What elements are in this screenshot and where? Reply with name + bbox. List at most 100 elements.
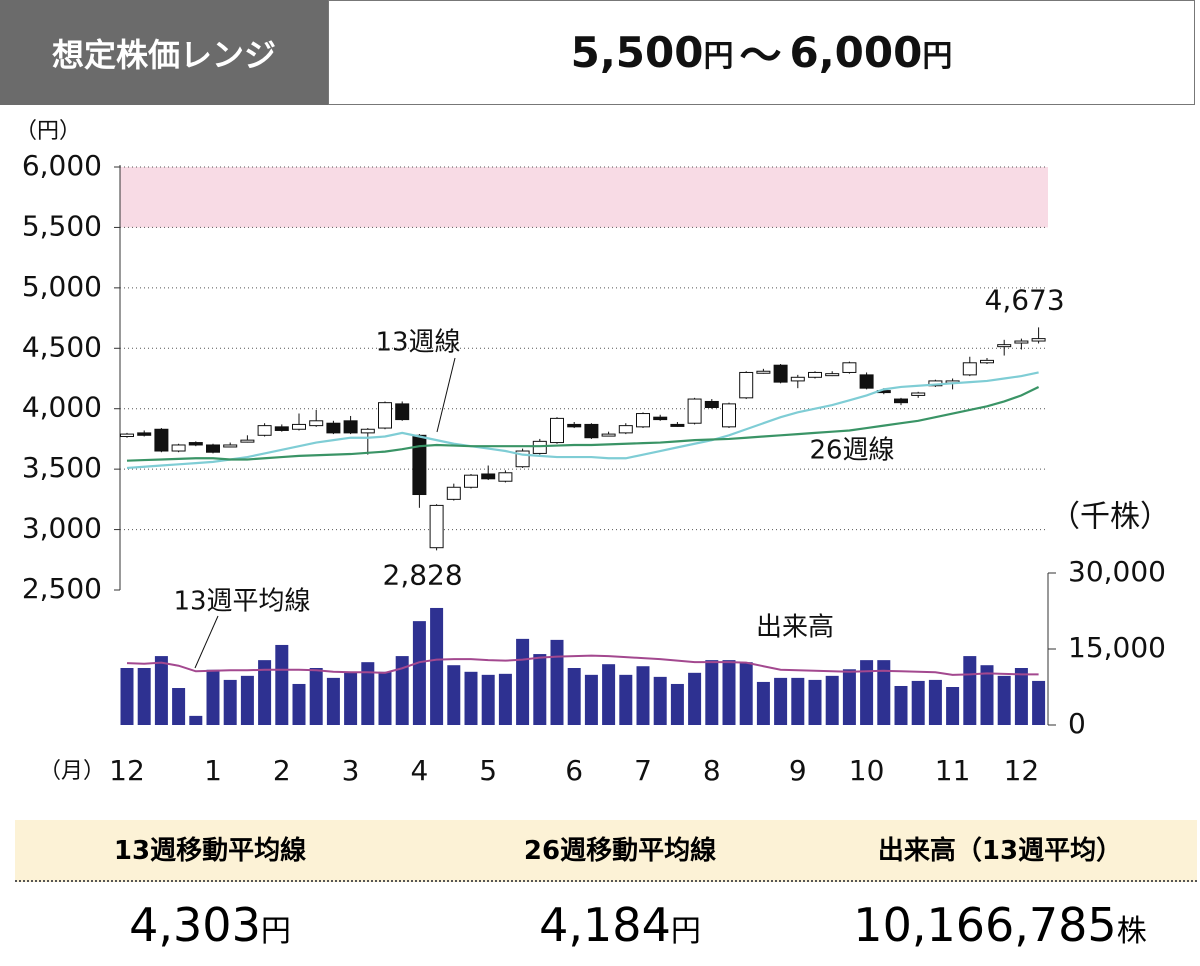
volume-bar	[172, 688, 186, 725]
value: 4,303	[129, 898, 261, 952]
volume-bar	[584, 674, 598, 725]
value: 10,166,785	[853, 898, 1117, 952]
candle-body	[550, 417, 564, 444]
x-tick-label: 12	[1004, 754, 1040, 787]
candle-body	[429, 504, 444, 549]
leader-line	[194, 615, 219, 669]
candle-body	[808, 371, 822, 378]
candle-body	[1031, 338, 1046, 342]
volume-bar	[464, 671, 478, 725]
y-tick-label: 3,500	[22, 451, 102, 484]
x-tick-label: 12	[109, 754, 145, 787]
summary-value: 4,184円	[420, 898, 820, 952]
volume-bar	[275, 644, 289, 725]
chart: （円） （千株） （月） 13週線 26週線 13週平均線 出来高 2,500 3…	[15, 119, 1170, 787]
volume-bar	[498, 673, 512, 725]
volume-bar	[240, 675, 254, 725]
candle-body	[498, 472, 513, 482]
candle-body	[120, 433, 134, 438]
candle-body	[378, 402, 392, 429]
summary-label: 出来高（13週平均）	[877, 836, 1123, 866]
x-tick-label: 7	[634, 754, 652, 787]
volume-bar	[516, 638, 530, 725]
volume-bar	[894, 685, 908, 725]
volume-bar	[258, 660, 272, 725]
candle-body	[154, 428, 169, 452]
volume-bar	[567, 668, 581, 725]
volume-label: 出来高	[756, 613, 834, 643]
candle-body	[137, 432, 152, 436]
ma-line	[126, 385, 1040, 462]
candle-body	[980, 359, 994, 364]
volume-ma-line	[126, 654, 1039, 676]
volume-bar	[326, 677, 340, 725]
volume-bar	[636, 666, 650, 725]
candle-body	[446, 486, 461, 500]
y-tick-label: 6,000	[22, 149, 102, 182]
ma-line	[126, 371, 1039, 470]
candle-body	[223, 444, 238, 448]
volume-bar	[137, 668, 151, 725]
x-tick-label: 11	[935, 754, 971, 787]
candle-body	[773, 364, 788, 383]
candle-body	[171, 444, 186, 452]
y-tick-label: 5,500	[22, 209, 102, 242]
unit: 株	[1116, 914, 1147, 949]
candle-body	[206, 444, 220, 453]
x-tick-label: 4	[410, 754, 428, 787]
candle-body	[412, 434, 427, 496]
summary-value: 4,303円	[10, 898, 410, 952]
candle-body	[653, 416, 668, 421]
volume-bar	[361, 662, 375, 725]
volume-bar	[223, 679, 237, 725]
candle-body	[911, 392, 926, 396]
volume-bar	[653, 676, 667, 725]
candle-body	[360, 428, 375, 434]
candle-body	[601, 433, 616, 437]
volume-bar	[481, 674, 495, 725]
candle-body	[343, 420, 358, 434]
volume-bar	[997, 675, 1011, 725]
volume-bar	[412, 621, 426, 725]
volume-bar	[670, 683, 684, 725]
volume-bar	[774, 677, 788, 725]
x-tick-label: 10	[849, 754, 885, 787]
volume-bar	[705, 660, 719, 725]
volume-bar	[189, 715, 203, 725]
y-tick-label: 2,500	[22, 572, 102, 605]
y2-tick-label: 30,000	[1068, 555, 1166, 588]
candle-body	[739, 371, 754, 399]
candle-body	[584, 423, 599, 439]
y2-tick-label: 15,000	[1068, 631, 1166, 664]
candle-body	[859, 374, 874, 389]
volume-bar	[430, 607, 444, 725]
volume-bar	[120, 668, 134, 725]
candle-body	[395, 403, 410, 421]
volume-ma-label: 13週平均線	[173, 587, 310, 617]
x-unit: （月）	[39, 759, 105, 784]
unit: 円	[670, 914, 701, 949]
volume-bar	[395, 656, 409, 725]
candle-body	[326, 422, 341, 434]
volume-bar	[911, 680, 925, 725]
volume-bar	[619, 674, 633, 725]
x-tick-label: 8	[703, 754, 721, 787]
y-tick-label: 4,000	[22, 391, 102, 424]
volume-bar	[877, 660, 891, 725]
volume-bar	[550, 639, 564, 725]
x-tick-label: 2	[273, 754, 291, 787]
volume-bar	[378, 671, 392, 725]
candle-body	[464, 474, 478, 488]
y-unit: （円）	[15, 119, 81, 144]
summary-label: 26週移動平均線	[523, 836, 717, 866]
candle-body	[894, 398, 908, 404]
volume-bar	[791, 677, 805, 725]
volume-bar	[292, 683, 306, 725]
candle-body	[1014, 340, 1029, 344]
volume-bar	[309, 668, 323, 725]
series-label: 13週線	[375, 328, 460, 358]
range-unit: 円	[922, 38, 953, 74]
y-tick-label: 3,000	[22, 512, 102, 545]
volume-bar	[722, 660, 736, 725]
